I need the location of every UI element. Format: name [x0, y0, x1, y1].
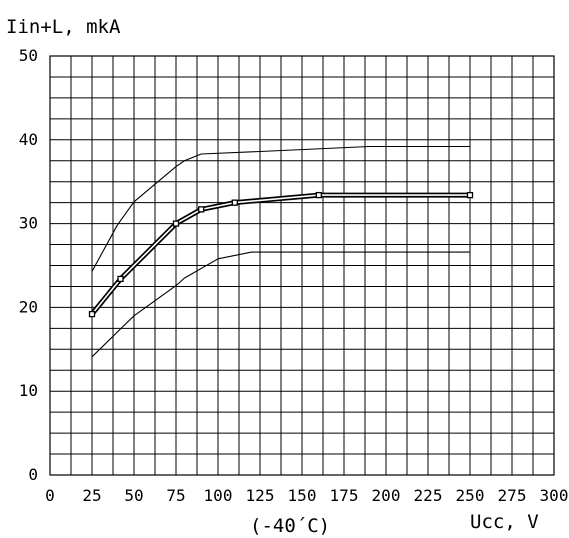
- y-tick-label: 40: [19, 130, 38, 149]
- temperature-annotation: (-40´C): [250, 515, 330, 537]
- x-tick-label: 250: [456, 486, 485, 505]
- y-tick-label: 20: [19, 297, 38, 316]
- series-layer: [88, 145, 474, 358]
- x-tick-label: 275: [498, 486, 527, 505]
- x-tick-label: 300: [540, 486, 569, 505]
- y-tick-label: 50: [19, 46, 38, 65]
- series-point-typical: [315, 191, 322, 199]
- x-tick-label: 175: [330, 486, 359, 505]
- x-tick-label: 75: [166, 486, 185, 505]
- x-tick-label: 150: [288, 486, 317, 505]
- plot-frame: [49, 55, 555, 476]
- y-axis-label: Iin+L, mkA: [6, 16, 121, 38]
- x-tick-label: 0: [45, 486, 55, 505]
- series-point-typical: [88, 310, 96, 318]
- y-tick-labels: 0 10 20 30 40 50: [19, 46, 38, 484]
- y-tick-label: 30: [19, 214, 38, 233]
- x-tick-labels: 0 25 50 75 100 125 150 175 200 225 250 275 300: [45, 486, 568, 505]
- x-tick-label: 200: [372, 486, 401, 505]
- series-line-min: [91, 251, 470, 358]
- x-tick-label: 225: [414, 486, 443, 505]
- series-point-typical: [198, 206, 205, 213]
- x-axis-label: Ucc, V: [470, 511, 539, 533]
- series-point-typical: [172, 220, 180, 227]
- x-tick-label: 25: [82, 486, 101, 505]
- x-tick-label: 50: [124, 486, 143, 505]
- series-point-typical: [466, 191, 474, 199]
- grid: [50, 56, 554, 475]
- x-tick-label: 125: [246, 486, 275, 505]
- y-tick-label: 0: [28, 465, 38, 484]
- series-point-typical: [231, 199, 238, 206]
- x-tick-label: 100: [204, 486, 233, 505]
- y-tick-label: 10: [19, 381, 38, 400]
- series-point-typical: [117, 275, 124, 283]
- series-line-max: [91, 145, 470, 272]
